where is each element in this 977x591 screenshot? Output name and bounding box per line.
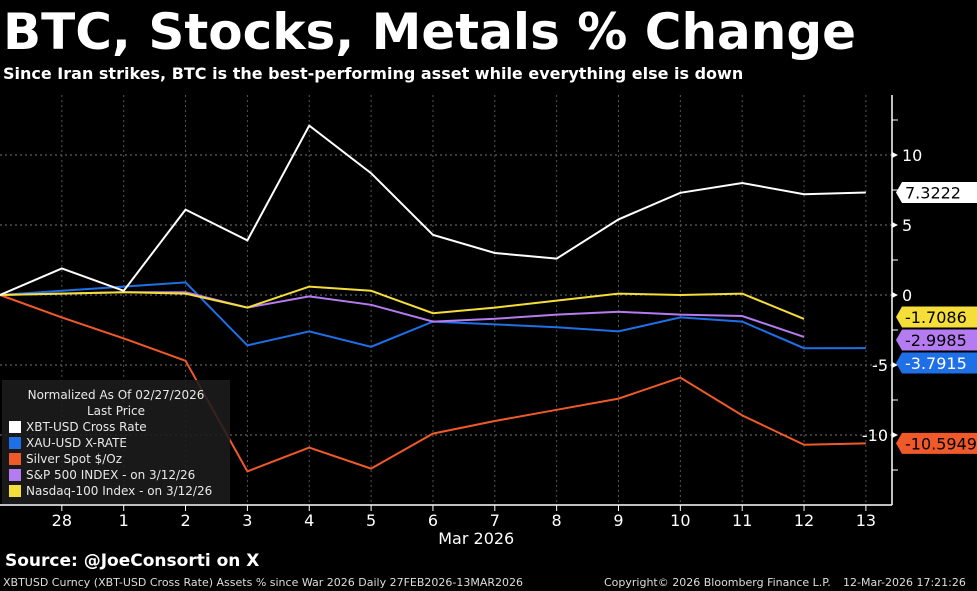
- x-tick-label: 8: [552, 511, 562, 530]
- series-line-3: [0, 291, 805, 338]
- chart-title: BTC, Stocks, Metals % Change: [3, 3, 857, 61]
- x-tick-label: 7: [490, 511, 500, 530]
- last-value-tag: [896, 306, 977, 328]
- last-value-label: -2.9985: [905, 331, 967, 350]
- y-tick-marker: [892, 362, 898, 368]
- legend-swatch: [9, 421, 21, 433]
- legend-subheader: Last Price: [86, 404, 146, 418]
- x-tick-label: 6: [428, 511, 438, 530]
- y-tick-marker: [892, 432, 898, 438]
- footer-timestamp: 12-Mar-2026 17:21:26: [843, 576, 966, 589]
- source-note: Source: @JoeConsorti on X: [5, 551, 260, 571]
- x-tick-label: 9: [613, 511, 623, 530]
- last-value-label: -1.7086: [905, 308, 967, 327]
- legend: Normalized As Of 02/27/2026 Last Price X…: [2, 380, 230, 504]
- x-tick-label: 13: [856, 511, 876, 530]
- x-tick-label: 5: [366, 511, 376, 530]
- last-value-tag: [896, 181, 977, 203]
- footer-description: XBTUSD Curncy (XBT-USD Cross Rate) Asset…: [3, 576, 524, 589]
- y-tick-marker: [892, 292, 898, 298]
- x-tick-label: 11: [732, 511, 752, 530]
- legend-swatch: [9, 453, 21, 465]
- legend-swatch: [9, 469, 21, 481]
- y-tick-label: -10: [862, 426, 888, 445]
- last-value-label: -10.5949: [905, 434, 977, 453]
- chart-subtitle: Since Iran strikes, BTC is the best-perf…: [3, 64, 744, 83]
- last-value-tag: [896, 352, 977, 374]
- legend-item: Silver Spot $/Oz: [2, 451, 230, 467]
- legend-swatch: [9, 437, 21, 449]
- y-tick-label: 5: [902, 216, 912, 235]
- series-line-4: [0, 285, 805, 320]
- series-line-2: [0, 294, 866, 473]
- legend-label: XAU-USD X-RATE: [26, 436, 127, 450]
- x-tick-label: 4: [304, 511, 314, 530]
- legend-label: S&P 500 INDEX - on 3/12/26: [26, 468, 196, 482]
- last-value-tag: [896, 329, 977, 351]
- y-tick-marker: [892, 222, 898, 228]
- y-tick-label: 0: [902, 286, 912, 305]
- series-line-0: [0, 124, 866, 296]
- x-tick-label: 28: [52, 511, 72, 530]
- last-value-label: 7.3222: [905, 183, 961, 202]
- legend-item: XBT-USD Cross Rate: [2, 419, 230, 435]
- x-tick-label: 3: [242, 511, 252, 530]
- legend-label: Silver Spot $/Oz: [26, 452, 123, 466]
- y-tick-marker: [892, 152, 898, 158]
- legend-label: XBT-USD Cross Rate: [26, 420, 147, 434]
- x-tick-label: 10: [670, 511, 690, 530]
- legend-swatch: [9, 485, 21, 497]
- y-tick-label: 10: [902, 146, 922, 165]
- legend-item: S&P 500 INDEX - on 3/12/26: [2, 467, 230, 483]
- x-tick-label: 1: [119, 511, 129, 530]
- y-tick-label: -5: [872, 356, 888, 375]
- last-value-tag: [896, 432, 977, 454]
- last-value-label: -3.7915: [905, 354, 967, 373]
- legend-label: Nasdaq-100 Index - on 3/12/26: [26, 484, 213, 498]
- x-axis-label: Mar 2026: [438, 529, 514, 548]
- footer-copyright: Copyright© 2026 Bloomberg Finance L.P.: [604, 576, 831, 589]
- legend-item: Nasdaq-100 Index - on 3/12/26: [2, 483, 230, 499]
- x-tick-label: 2: [180, 511, 190, 530]
- x-tick-label: 12: [794, 511, 814, 530]
- legend-item: XAU-USD X-RATE: [2, 435, 230, 451]
- legend-header: Normalized As Of 02/27/2026: [27, 388, 205, 402]
